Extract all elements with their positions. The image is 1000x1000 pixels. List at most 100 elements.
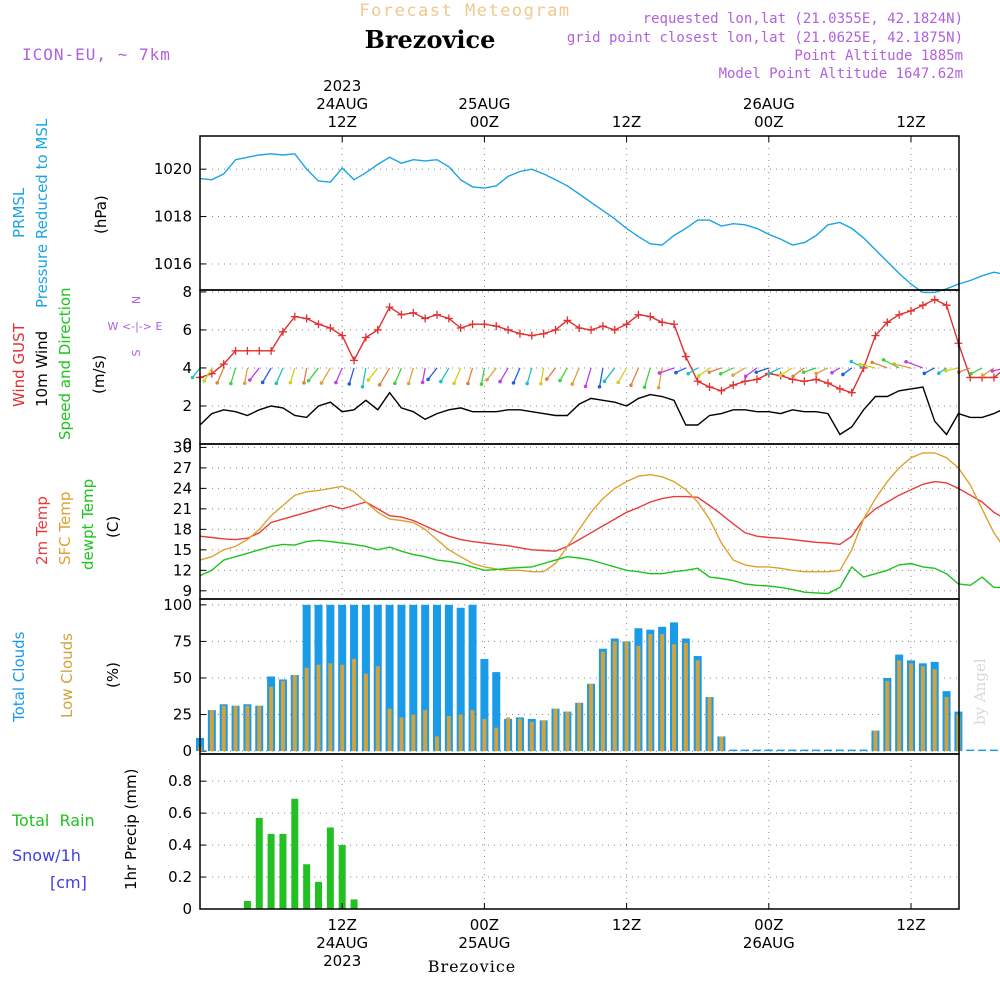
wind-arrow xyxy=(970,367,983,375)
wind-arrow xyxy=(630,367,640,386)
wind-arrow-head xyxy=(248,378,252,382)
low-cloud-bar xyxy=(612,641,617,752)
gust-marker xyxy=(468,320,477,329)
model-label: ICON-EU, ~ 7km xyxy=(22,45,171,64)
low-cloud-bar xyxy=(221,705,226,752)
gust-marker xyxy=(610,325,619,334)
wind-arrow-head xyxy=(743,374,748,379)
wind-arrow xyxy=(275,367,284,384)
gust-marker xyxy=(587,325,596,334)
panel-frame xyxy=(199,289,960,445)
rain-bar xyxy=(291,798,299,909)
wind-arrow xyxy=(192,367,201,378)
top-time-label: 00Z xyxy=(754,113,783,131)
wind-arrow xyxy=(453,367,462,384)
gust-marker xyxy=(278,327,287,336)
series-line-dewpt-temp xyxy=(199,539,1000,595)
low-cloud-bar xyxy=(482,718,487,752)
wind-arrow xyxy=(924,367,935,374)
wind-arrow-head xyxy=(306,378,311,383)
gust-marker xyxy=(492,322,501,331)
low-cloud-bar xyxy=(541,720,546,752)
wind-arrow-head xyxy=(229,381,233,386)
wind-arrow xyxy=(546,367,557,380)
wind-arrow xyxy=(768,367,781,375)
wind-arrow-head xyxy=(801,370,806,375)
wind-arrow-head xyxy=(767,371,771,376)
wind-arrow xyxy=(262,367,272,383)
pressure-unit: (hPa) xyxy=(92,195,110,234)
low-cloud-bar xyxy=(233,705,238,752)
bottom-time-label: 12Z xyxy=(896,916,925,934)
wind-arrow xyxy=(657,367,663,388)
rain-bar xyxy=(315,881,322,909)
low-cloud-bar xyxy=(411,714,416,752)
low-cloud-bar xyxy=(589,683,594,752)
sfc-temp-label: SFC Temp xyxy=(56,492,74,565)
bottom-time-label: 2023 xyxy=(323,952,361,970)
total-cloud-bar xyxy=(752,749,761,752)
low-cloud-bar xyxy=(245,705,250,752)
wind-arrow xyxy=(427,367,438,380)
gust-marker xyxy=(835,384,844,393)
low-cloud-bar xyxy=(529,721,534,752)
wind-arrow xyxy=(540,367,545,384)
gust-marker xyxy=(480,320,489,329)
y-tick-label: 21 xyxy=(173,500,192,518)
panel-frame xyxy=(199,443,960,600)
low-cloud-bar xyxy=(304,667,309,752)
wind-arrow-head xyxy=(347,382,352,386)
total-cloud-bar xyxy=(409,604,418,752)
gust-marker xyxy=(930,295,939,304)
wind-arrow-head xyxy=(377,383,382,387)
compass-west-east: W <-|-> E xyxy=(108,320,163,333)
gust-marker xyxy=(646,312,655,321)
wind-arrow-head xyxy=(629,383,633,388)
gust-marker xyxy=(895,310,904,319)
y-tick-label: 0.2 xyxy=(168,868,192,886)
panel-frame xyxy=(199,135,960,291)
gust-marker xyxy=(433,310,441,319)
bottom-time-label: 00Z xyxy=(754,916,783,934)
bottom-time-label: 12Z xyxy=(328,916,357,934)
panel-frame xyxy=(199,753,960,910)
gust-marker xyxy=(350,356,359,365)
gust-marker xyxy=(539,329,548,338)
low-cloud-bar xyxy=(269,686,274,752)
rain-bar xyxy=(326,827,334,909)
wind-arrow xyxy=(792,367,805,377)
model-altitude: Model Point Altitude 1647.62m xyxy=(719,66,963,82)
gust-marker xyxy=(231,346,240,355)
low-cloud-bar xyxy=(873,730,878,752)
wind-arrow xyxy=(303,367,308,383)
bottom-time-label: 26AUG xyxy=(743,934,795,952)
gust-marker xyxy=(385,303,394,312)
total-cloud-bar xyxy=(776,749,785,752)
panel-3: 9 12 15 18 21 24 27 30 xyxy=(173,438,1000,600)
total-cloud-bar xyxy=(812,749,821,752)
low-cloud-bar xyxy=(280,680,285,752)
wind-arrow xyxy=(230,367,237,384)
total-cloud-bar xyxy=(978,749,987,752)
low-cloud-bar xyxy=(423,710,428,752)
wind-arrow-head xyxy=(657,371,662,375)
speed-direction-label: Speed and Direction xyxy=(56,287,74,440)
t2m-label: 2m Temp xyxy=(33,496,51,565)
y-tick-label: 0 xyxy=(182,900,192,918)
total-cloud-bar xyxy=(859,749,868,752)
low-cloud-bar xyxy=(458,714,463,752)
wind-arrow-head xyxy=(707,370,712,374)
total-rain-label: Total Rain xyxy=(11,811,95,830)
panel-4: 0 25 50 75 100 xyxy=(163,596,998,760)
gust-marker xyxy=(918,301,927,310)
wind-arrow xyxy=(732,367,746,376)
top-time-label: 00Z xyxy=(470,113,499,131)
low-cloud-bar xyxy=(719,736,724,752)
wind-unit: (m/s) xyxy=(90,355,108,394)
panel3-labels: 2m Temp SFC Temp dewpt Temp (C) xyxy=(33,479,122,570)
wind-arrow xyxy=(408,367,414,384)
total-cloud-bar xyxy=(456,607,465,752)
wind-arrow-head xyxy=(791,374,795,379)
panel4-labels: Total Clouds Low Clouds (%) xyxy=(10,631,122,723)
